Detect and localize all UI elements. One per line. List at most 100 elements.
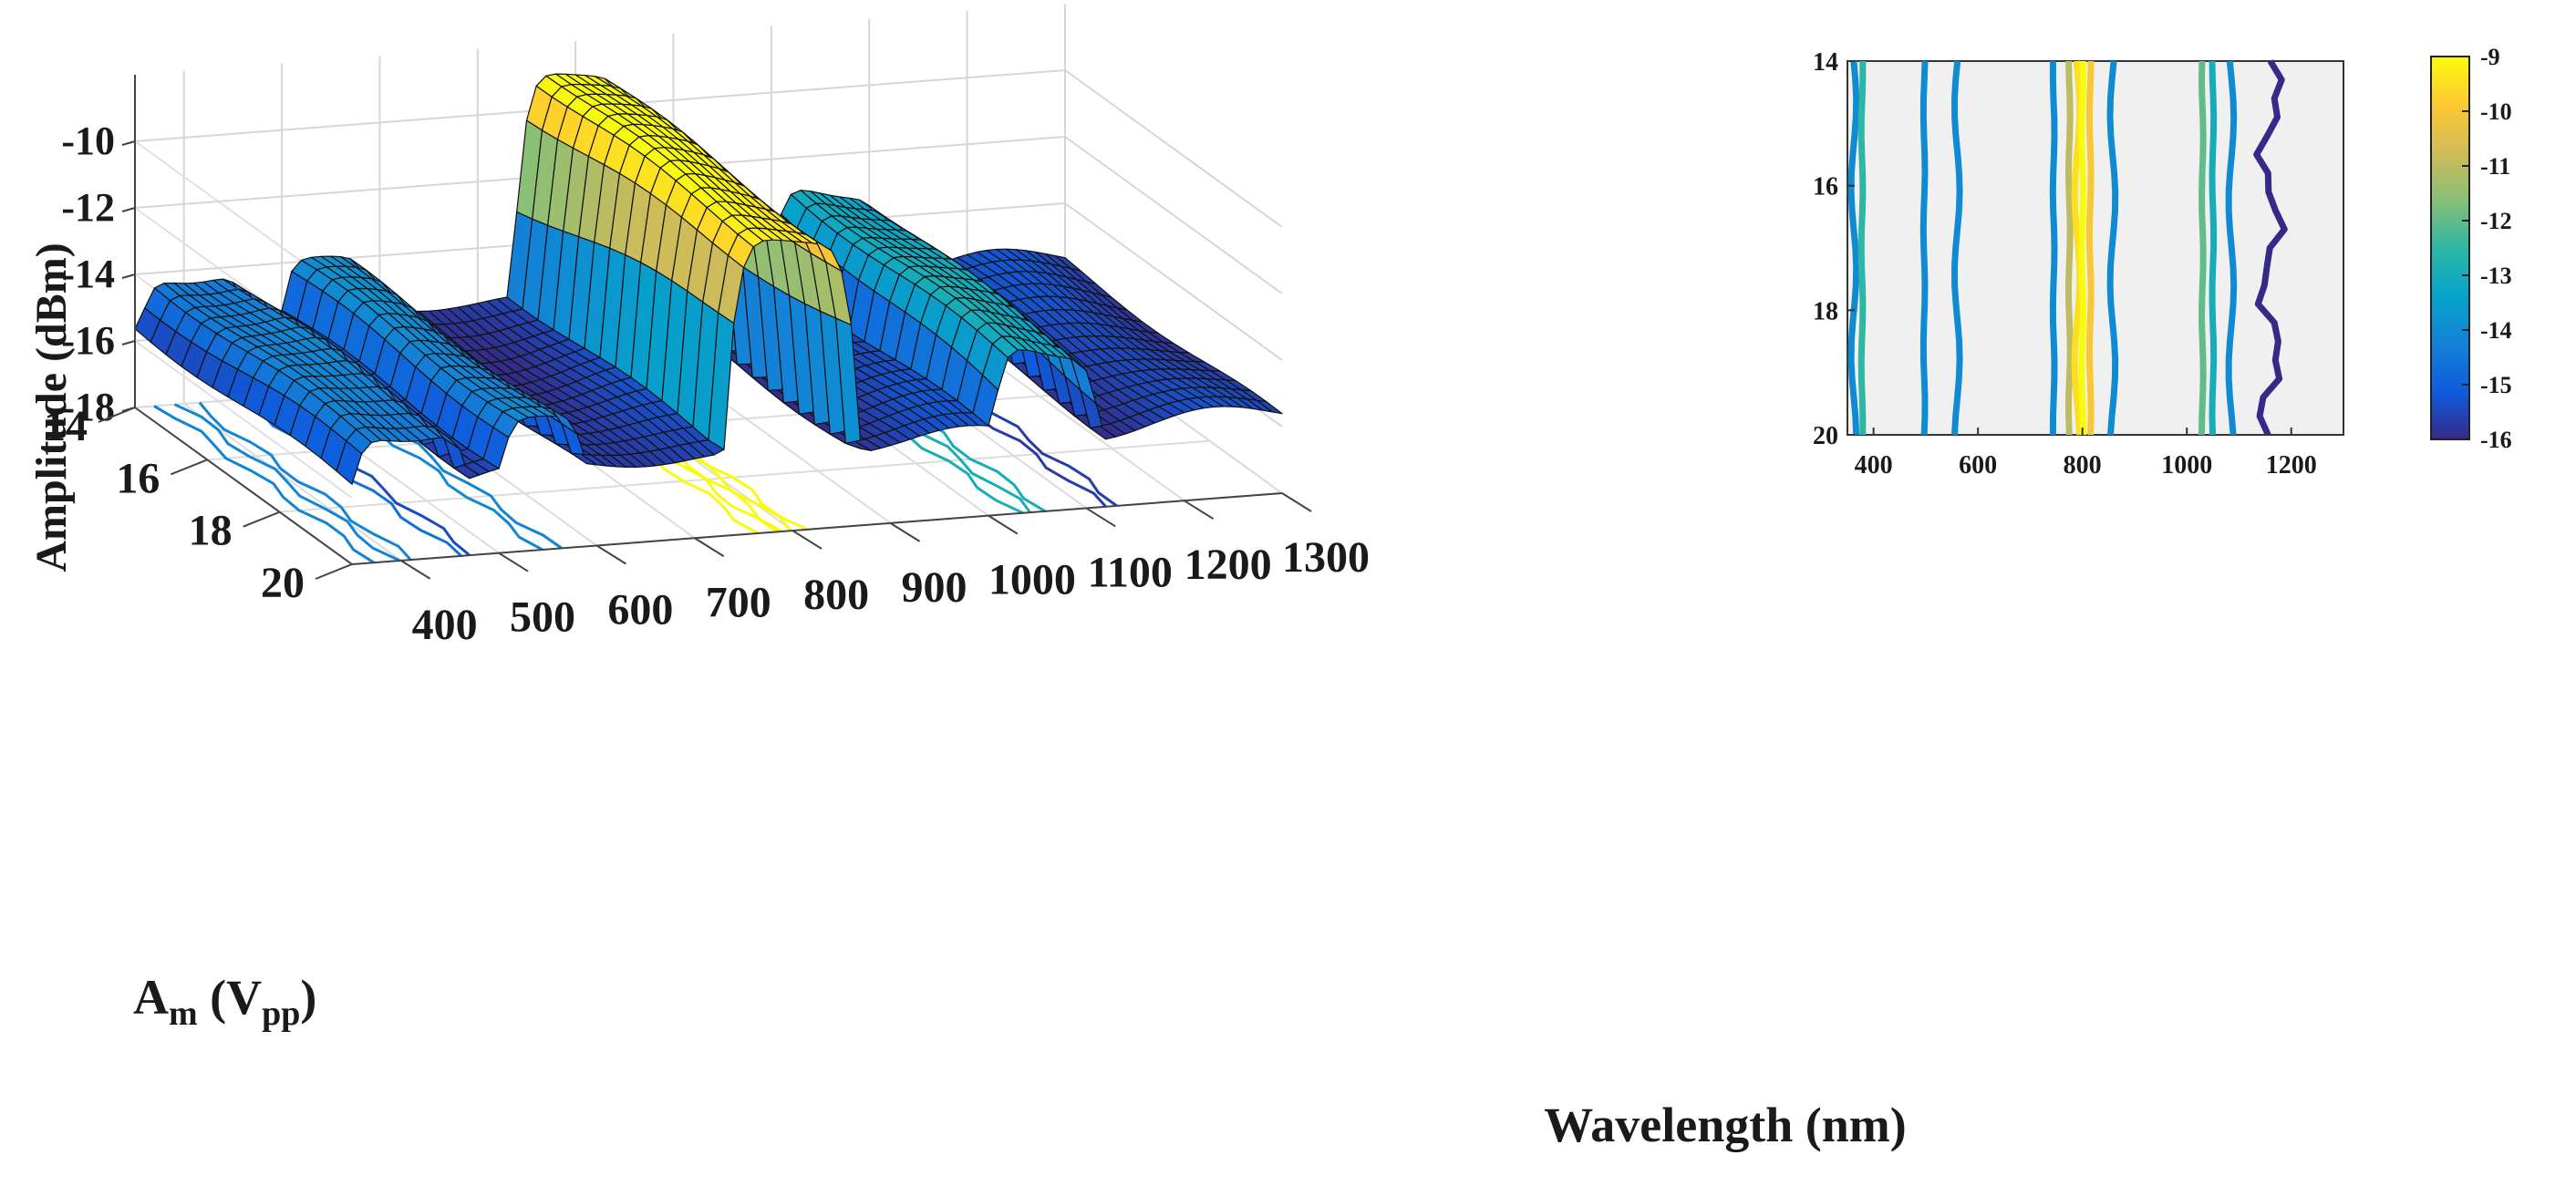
x-tick-mark [1184,500,1215,521]
inset-contour-line [2198,60,2207,436]
floor-contour-line [153,405,375,564]
floor-gridline-x [183,403,402,562]
inset-y-ticks: 14 16 18 20 [1813,48,1855,450]
colorbar-tick-label: -16 [2480,427,2512,453]
z-tick-mark [121,273,136,279]
colorbar-tick-label: -12 [2480,208,2512,234]
y-axis-label-unit-sub: pp [262,995,300,1033]
side-gridline-z [134,340,353,499]
z-tick-mark [121,340,136,345]
z-tick-mark [121,140,136,146]
x-tick-mark [988,514,1019,535]
y-axis-label-unit-close: ) [300,970,316,1025]
x-tick-label: 1100 [1088,548,1173,596]
z-tick-label: -12 [61,185,115,230]
axis-line [351,492,1283,565]
y-tick-mark [98,407,136,423]
y-tick-label: 18 [189,507,233,555]
surface-cell [1256,399,1283,415]
x-tick-label: 400 [412,601,478,649]
inset-contour-line [1919,60,1929,436]
colorbar-tick-label: -13 [2480,263,2512,289]
inset-contour-line [2225,60,2238,436]
inset-x-tick-label: 600 [1959,451,1997,480]
x-tick-label: 1200 [1185,541,1272,589]
z-tick-label: -16 [61,318,115,363]
z-axis-ticks: -10 -12 -14 -16 -18 [61,119,136,429]
inset-contour-line [1857,61,1867,435]
x-tick-mark [498,552,529,572]
inset-y-tick-label: 14 [1813,48,1838,77]
x-tick-label: 700 [706,578,771,626]
colorbar-tick-label: -10 [2480,98,2512,125]
inset-contour-lines [1847,59,2288,437]
inset-x-tick-label: 800 [2064,451,2102,480]
inset-contour-line [2253,59,2288,437]
back-gridline-z [134,135,1283,294]
y-axis-label-main: A [133,970,169,1025]
x-tick-label: 1300 [1282,533,1370,582]
y-tick-label: 20 [261,559,305,607]
inset-contour-line [2209,60,2218,436]
y-axis-ticks: 14 16 18 20 [44,402,353,607]
x-tick-label: 600 [607,585,673,634]
x-axis-ticks: 400 500 600 700 800 900 1000 1100 1200 1300 [400,492,1370,649]
inset-contour-line [2085,60,2095,436]
inset-contour-line [1951,60,1963,436]
surface-plot: -10 -12 -14 -16 -18 14 16 18 20 400 500 600 700 800… [27,4,1907,1152]
x-tick-mark [1085,507,1116,528]
colorbar: -9 -10 -11 -12 -13 -14 -15 -16 [2430,44,2512,453]
x-tick-label: 900 [902,563,967,612]
z-axis-label: Amplitude (dBm) [27,242,76,572]
inset-contour-line [2078,60,2086,436]
colorbar-tick-label: -15 [2480,372,2512,398]
y-tick-mark [243,510,281,528]
inset-y-tick-label: 16 [1813,173,1838,201]
colorbar-ticks: -9 -10 -11 -12 -13 -14 -15 -16 [2462,44,2512,453]
inset-x-tick-label: 400 [1855,451,1893,480]
floor-contour-line [173,403,401,562]
x-tick-mark [1281,492,1312,512]
z-tick-label: -10 [61,119,115,163]
y-tick-label: 14 [44,402,88,450]
z-tick-label: -14 [61,252,115,296]
inset-x-tick-label: 1000 [2161,451,2212,480]
colorbar-tick-label: -14 [2480,317,2512,344]
axes-lines [134,75,1283,565]
z-tick-label: -18 [61,385,115,429]
y-axis-label-unit-open: (V [198,970,262,1025]
y-axis-label: Am (Vpp) [133,970,316,1033]
inset-x-tick-label: 1200 [2266,451,2317,480]
y-tick-mark [170,459,208,476]
x-axis-label: Wavelength (nm) [1544,1098,1907,1152]
x-tick-mark [400,560,431,580]
inset-contour-line [2049,60,2058,436]
inset-plot-area [1847,60,2344,436]
back-gridline-z [134,201,1283,361]
inset-contour-line [2106,60,2119,436]
inset-contour-line [1847,60,1860,436]
x-tick-mark [595,544,626,565]
colorbar-tick-label: -11 [2480,153,2510,180]
y-tick-label: 16 [116,454,160,502]
y-axis-label-sub: m [169,995,198,1033]
z-tick-mark [121,207,136,212]
surface-mesh [134,73,1283,485]
inset-y-tick-label: 20 [1813,422,1838,450]
colorbar-bar [2430,56,2470,440]
inset-x-ticks: 400 600 800 1000 1200 [1855,428,2317,480]
x-tick-label: 800 [803,571,869,619]
back-gridline-z [134,68,1283,228]
inset-contour-plot: 14 16 18 20 400 600 800 1000 1200 [1813,48,2344,480]
floor-gridline-y [279,439,1210,513]
colorbar-tick-label: -9 [2480,44,2500,70]
x-tick-label: 500 [510,593,575,642]
floor-contour-line [198,401,412,562]
x-tick-mark [791,530,822,550]
inset-contour-line [2065,60,2074,436]
inset-y-tick-label: 18 [1813,297,1838,325]
x-tick-mark [889,521,921,542]
y-tick-mark [315,563,353,580]
x-tick-mark [694,537,725,558]
